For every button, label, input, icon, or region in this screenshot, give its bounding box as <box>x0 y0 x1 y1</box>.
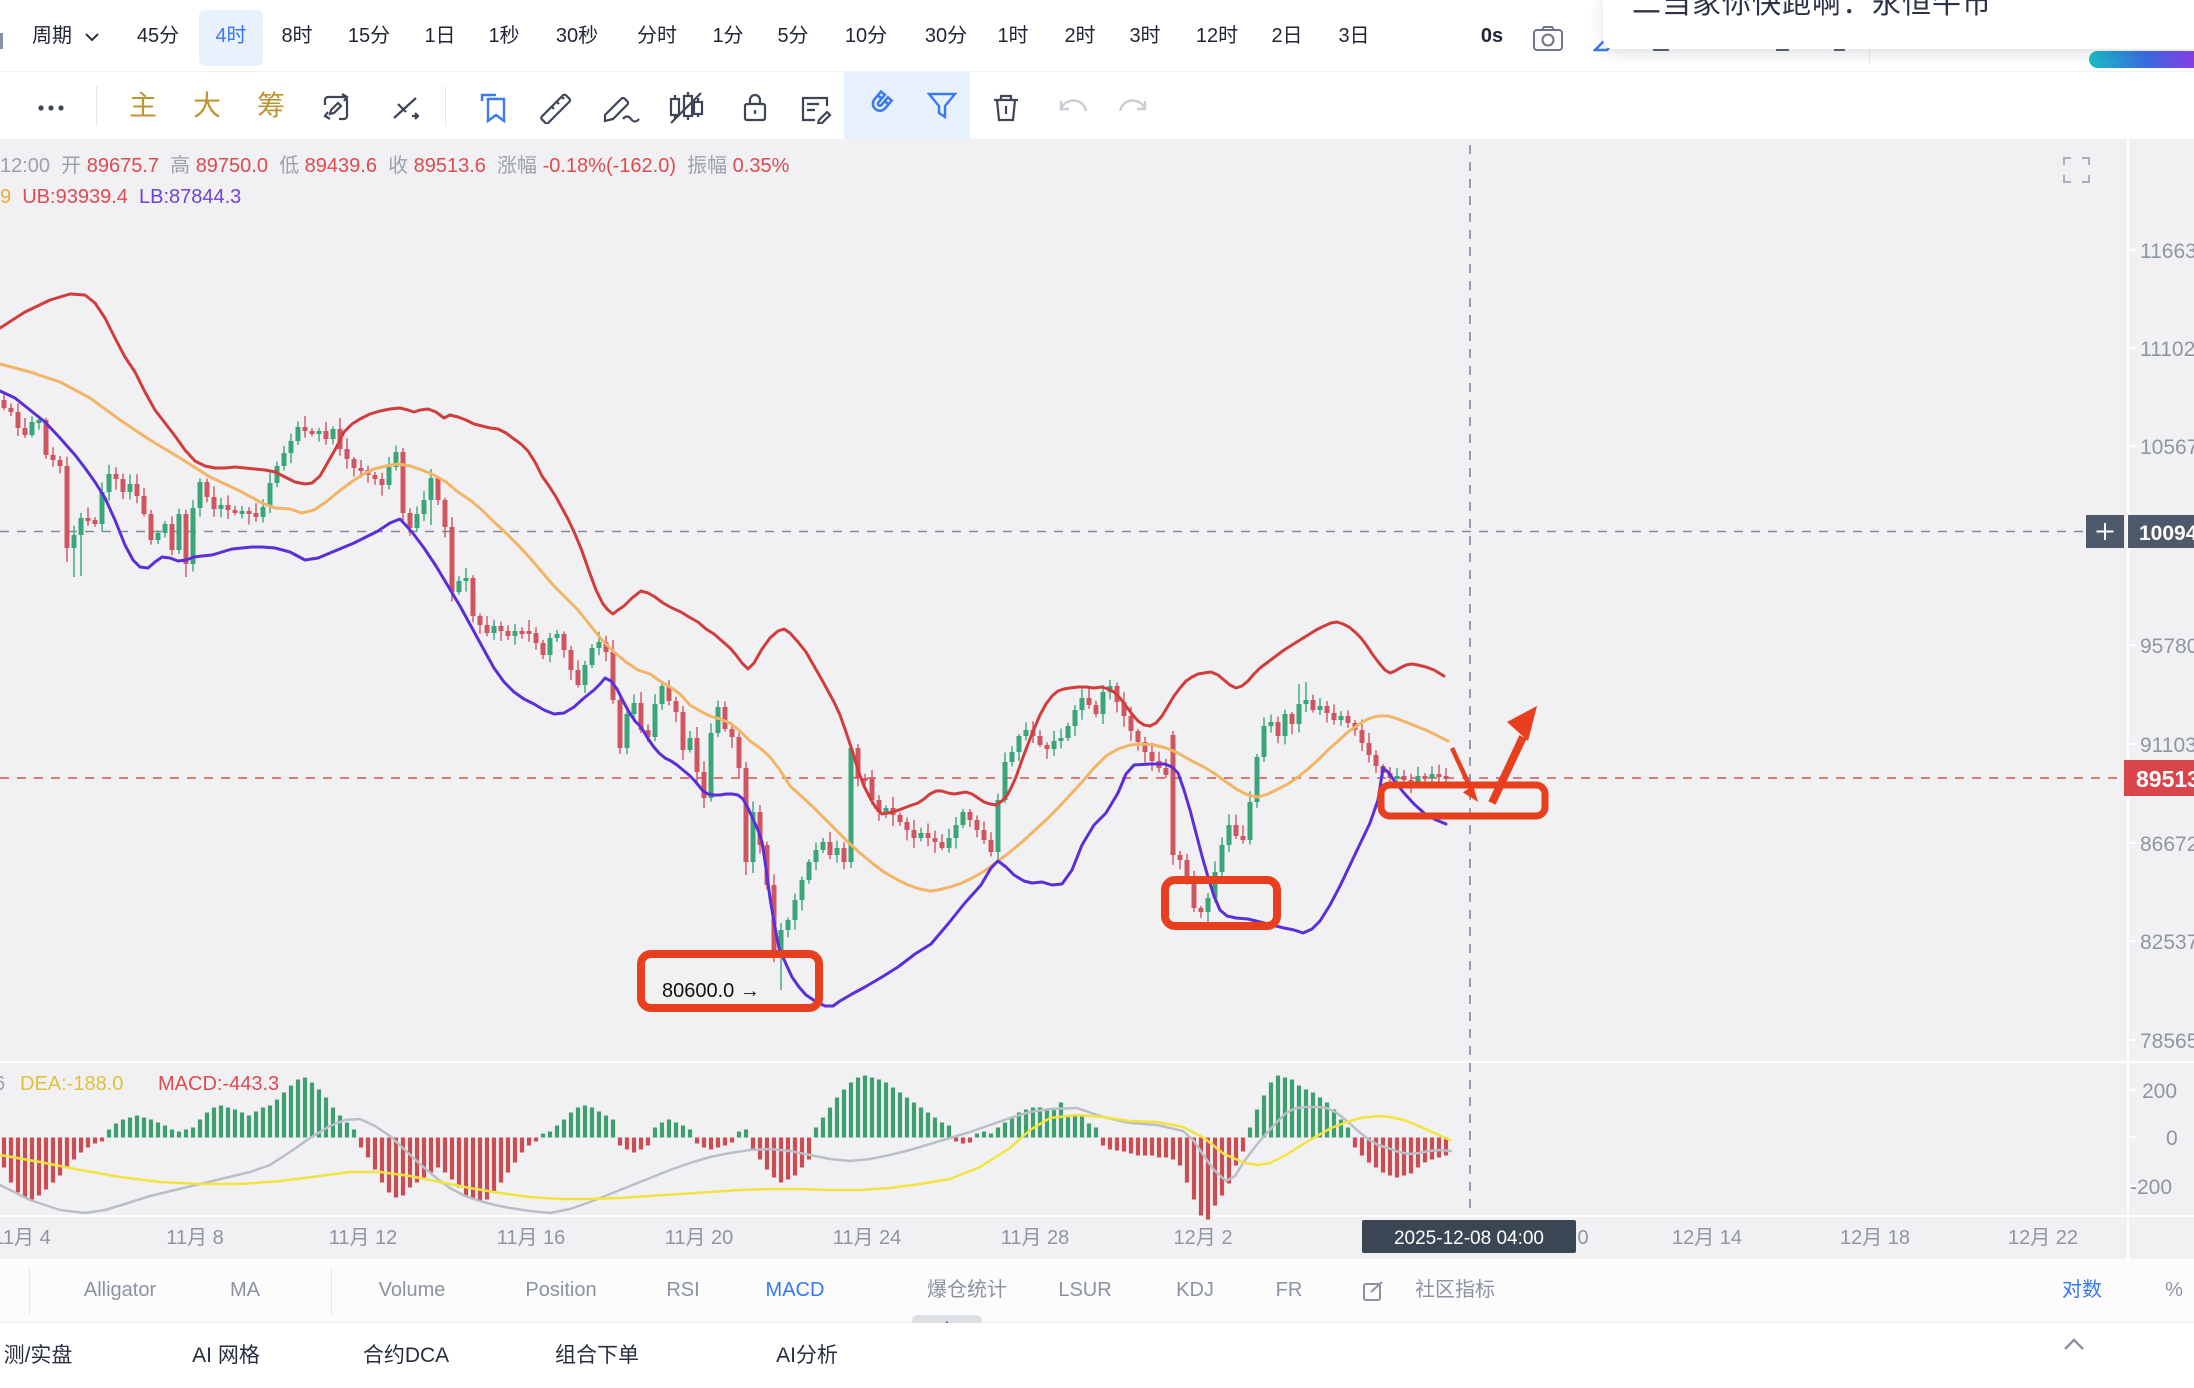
svg-text:MACD:-443.3: MACD:-443.3 <box>158 1073 279 1095</box>
svg-text:11月 12: 11月 12 <box>329 1227 398 1249</box>
svg-text:DEA:-188.0: DEA:-188.0 <box>20 1073 123 1095</box>
svg-text:82537: 82537 <box>2140 931 2194 954</box>
svg-text:12月 2: 12月 2 <box>1174 1227 1233 1249</box>
svg-text:100949: 100949 <box>2139 522 2194 545</box>
svg-text:105678: 105678 <box>2140 436 2194 459</box>
svg-text:0: 0 <box>1577 1227 1588 1249</box>
svg-text:12月 14: 12月 14 <box>1672 1227 1742 1249</box>
svg-text:11月 28: 11月 28 <box>1001 1227 1070 1249</box>
svg-text:12月 22: 12月 22 <box>2008 1227 2078 1249</box>
svg-text:80600.0 →: 80600.0 → <box>662 980 760 1002</box>
svg-text:-200: -200 <box>2130 1176 2172 1199</box>
svg-text:11月 8: 11月 8 <box>166 1227 223 1249</box>
svg-text:78565: 78565 <box>2140 1030 2194 1053</box>
svg-text:86672: 86672 <box>2140 833 2194 856</box>
svg-text:6: 6 <box>0 1073 5 1095</box>
svg-text:11月 24: 11月 24 <box>833 1227 902 1249</box>
svg-text:11月 16: 11月 16 <box>497 1227 566 1249</box>
svg-text:2025-12-08 04:00: 2025-12-08 04:00 <box>1394 1228 1544 1249</box>
svg-text:12月 18: 12月 18 <box>1840 1227 1910 1249</box>
svg-text:200: 200 <box>2142 1080 2177 1103</box>
svg-text:91103: 91103 <box>2140 734 2194 757</box>
svg-text:11月 4: 11月 4 <box>0 1227 51 1249</box>
svg-text:95780: 95780 <box>2140 635 2194 658</box>
svg-text:11月 20: 11月 20 <box>665 1227 734 1249</box>
svg-text:116633: 116633 <box>2140 240 2194 263</box>
svg-text:0: 0 <box>2166 1127 2178 1150</box>
svg-text:89513: 89513 <box>2136 766 2194 792</box>
